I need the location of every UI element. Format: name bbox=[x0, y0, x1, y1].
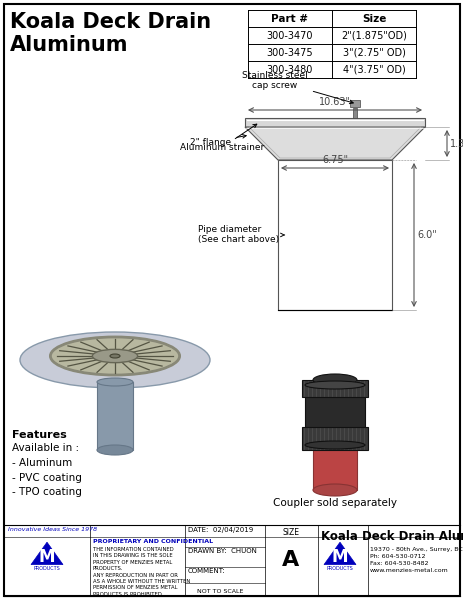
Text: 10.63": 10.63" bbox=[319, 97, 350, 107]
Text: 3"(2.75" OD): 3"(2.75" OD) bbox=[342, 47, 405, 58]
Text: NOT TO SCALE: NOT TO SCALE bbox=[196, 589, 243, 594]
Text: 6.0": 6.0" bbox=[416, 230, 436, 240]
Text: Pipe diameter
(See chart above): Pipe diameter (See chart above) bbox=[198, 225, 284, 244]
Text: 1.32": 1.32" bbox=[449, 139, 463, 149]
Bar bbox=[352, 108, 356, 118]
Bar bbox=[301, 427, 367, 450]
Text: PRODUCTS: PRODUCTS bbox=[326, 566, 353, 571]
Text: Features: Features bbox=[12, 430, 67, 440]
Ellipse shape bbox=[50, 337, 179, 375]
Text: M: M bbox=[39, 548, 55, 566]
Text: COMMENT:: COMMENT: bbox=[188, 568, 225, 574]
Ellipse shape bbox=[313, 484, 356, 496]
Text: Available in :
- Aluminum
- PVC coating
- TPO coating: Available in : - Aluminum - PVC coating … bbox=[12, 443, 81, 497]
Ellipse shape bbox=[92, 349, 138, 362]
Bar bbox=[313, 440, 356, 490]
Text: 2" flange: 2" flange bbox=[189, 134, 246, 146]
Bar bbox=[97, 382, 133, 450]
Bar bbox=[304, 385, 364, 445]
Text: A: A bbox=[282, 550, 299, 570]
Ellipse shape bbox=[97, 445, 133, 455]
Text: Innovative Ideas Since 1978: Innovative Ideas Since 1978 bbox=[8, 527, 97, 532]
Text: Aluminum strainer: Aluminum strainer bbox=[180, 124, 264, 152]
Text: Coupler sold separately: Coupler sold separately bbox=[272, 498, 396, 508]
Bar bbox=[301, 380, 367, 397]
Text: Stainless steel
cap screw: Stainless steel cap screw bbox=[242, 71, 352, 104]
Text: 300-3475: 300-3475 bbox=[266, 47, 313, 58]
Ellipse shape bbox=[313, 374, 356, 386]
Ellipse shape bbox=[304, 441, 364, 449]
Ellipse shape bbox=[304, 381, 364, 389]
Text: Koala Deck Drain Aluminum: Koala Deck Drain Aluminum bbox=[320, 530, 463, 543]
Text: M: M bbox=[331, 548, 348, 566]
Text: 2"(1.875"OD): 2"(1.875"OD) bbox=[340, 31, 406, 41]
Text: Koala Deck Drain
Aluminum: Koala Deck Drain Aluminum bbox=[10, 12, 211, 55]
Text: Part #: Part # bbox=[271, 14, 308, 23]
Text: DATE:  02/04/2019: DATE: 02/04/2019 bbox=[188, 527, 253, 533]
Ellipse shape bbox=[313, 434, 356, 446]
Text: PROPRIETARY AND CONFIDENTIAL: PROPRIETARY AND CONFIDENTIAL bbox=[93, 539, 213, 544]
Text: PRODUCTS: PRODUCTS bbox=[33, 566, 60, 571]
Bar bbox=[244, 118, 424, 127]
Ellipse shape bbox=[20, 332, 210, 388]
Polygon shape bbox=[323, 542, 355, 565]
Ellipse shape bbox=[97, 378, 133, 386]
Text: 300-3480: 300-3480 bbox=[266, 65, 313, 74]
Ellipse shape bbox=[110, 354, 120, 358]
Text: 300-3470: 300-3470 bbox=[266, 31, 313, 41]
Text: SIZE: SIZE bbox=[282, 528, 299, 537]
Polygon shape bbox=[31, 542, 63, 565]
Bar bbox=[277, 160, 391, 310]
Text: 4"(3.75" OD): 4"(3.75" OD) bbox=[342, 65, 405, 74]
Text: 19370 - 80th Ave., Surrey, BC  V3S 3M2
Ph: 604-530-0712
Fax: 604-530-8482
www.me: 19370 - 80th Ave., Surrey, BC V3S 3M2 Ph… bbox=[369, 547, 463, 573]
Text: 6.75": 6.75" bbox=[321, 155, 347, 165]
Bar bbox=[349, 100, 359, 107]
Text: Size: Size bbox=[361, 14, 385, 23]
Text: DRAWN BY:  CHUON: DRAWN BY: CHUON bbox=[188, 548, 257, 554]
Text: THE INFORMATION CONTAINED
IN THIS DRAWING IS THE SOLE
PROPERTY OF MENZIES METAL
: THE INFORMATION CONTAINED IN THIS DRAWIN… bbox=[93, 547, 190, 597]
Polygon shape bbox=[244, 127, 424, 160]
